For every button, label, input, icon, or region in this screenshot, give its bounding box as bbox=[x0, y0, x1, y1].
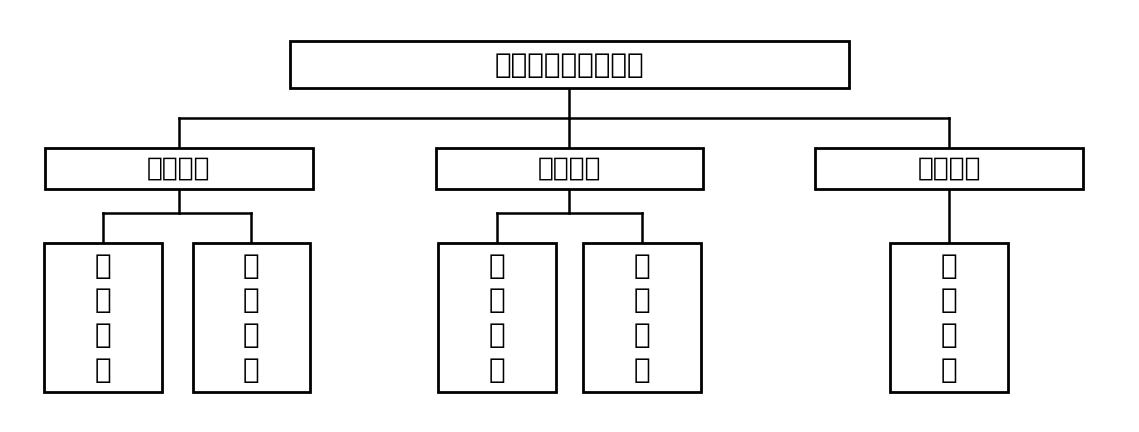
Text: 数
据
存
储: 数 据 存 储 bbox=[95, 252, 112, 384]
Text: 数据采集: 数据采集 bbox=[147, 156, 211, 181]
FancyBboxPatch shape bbox=[290, 41, 849, 89]
FancyBboxPatch shape bbox=[583, 243, 700, 392]
Text: 分
析
结
果: 分 析 结 果 bbox=[941, 252, 957, 384]
FancyBboxPatch shape bbox=[44, 243, 162, 392]
Text: 数
据
输
出: 数 据 输 出 bbox=[489, 252, 506, 384]
FancyBboxPatch shape bbox=[192, 243, 310, 392]
FancyBboxPatch shape bbox=[435, 148, 704, 189]
FancyBboxPatch shape bbox=[891, 243, 1008, 392]
FancyBboxPatch shape bbox=[816, 148, 1083, 189]
Text: 实
时
显
示: 实 时 显 示 bbox=[243, 252, 260, 384]
FancyBboxPatch shape bbox=[439, 243, 556, 392]
Text: 界数据处理软件主面: 界数据处理软件主面 bbox=[494, 51, 645, 79]
Text: 数据分析: 数据分析 bbox=[917, 156, 981, 181]
Text: 图
形
输
出: 图 形 输 出 bbox=[633, 252, 650, 384]
FancyBboxPatch shape bbox=[44, 148, 313, 189]
Text: 数据输出: 数据输出 bbox=[538, 156, 601, 181]
